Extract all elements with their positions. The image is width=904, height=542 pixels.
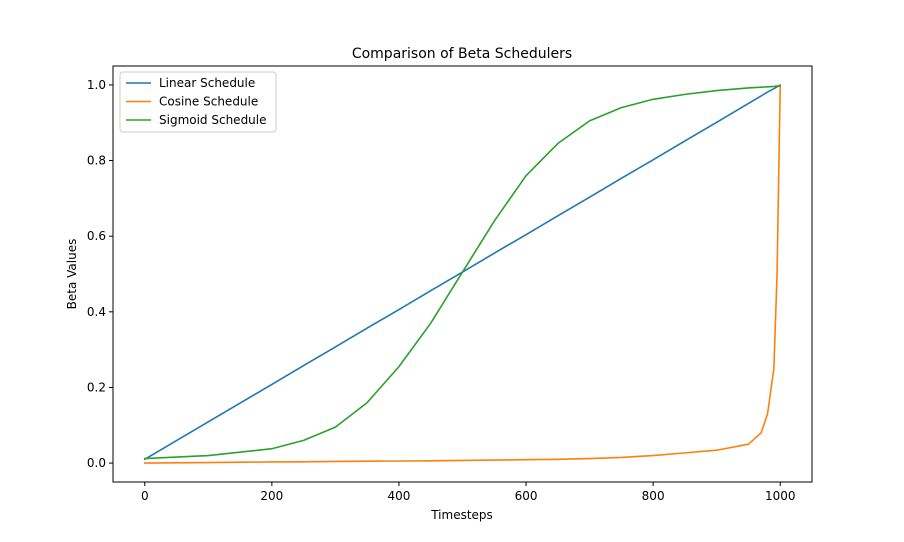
series-line-3 [143,85,782,460]
legend-label-3: Sigmoid Schedule [159,113,267,127]
series-lines [143,83,782,464]
legend-label-1: Linear Schedule [159,76,255,90]
series-line-1 [143,83,782,461]
x-tick-label: 600 [515,489,538,503]
x-tick-label: 1000 [765,489,796,503]
chart-title: Comparison of Beta Schedulers [352,46,572,62]
axis-ticks: 0 200 400 600 800 1000 0.0 0.2 0.4 0.6 0.8 1.0 [87,78,796,503]
x-axis-label: Timesteps [430,508,493,522]
x-tick-label: 0 [141,489,149,503]
legend-label-2: Cosine Schedule [159,95,258,109]
y-tick-label: 0.2 [87,380,106,394]
y-tick-label: 0.6 [87,229,106,243]
y-tick-label: 0.0 [87,456,106,470]
y-axis-label: Beta Values [65,239,79,310]
legend: Linear Schedule Cosine Schedule Sigmoid Sc… [119,71,277,133]
y-tick-label: 0.8 [87,154,106,168]
x-tick-label: 200 [260,489,283,503]
plot-area-frame [112,65,813,483]
x-tick-label: 800 [642,489,665,503]
y-tick-label: 0.4 [87,305,106,319]
legend-box [119,71,277,133]
series-line-2 [143,84,782,464]
y-tick-label: 1.0 [87,78,106,92]
x-tick-label: 400 [388,489,411,503]
